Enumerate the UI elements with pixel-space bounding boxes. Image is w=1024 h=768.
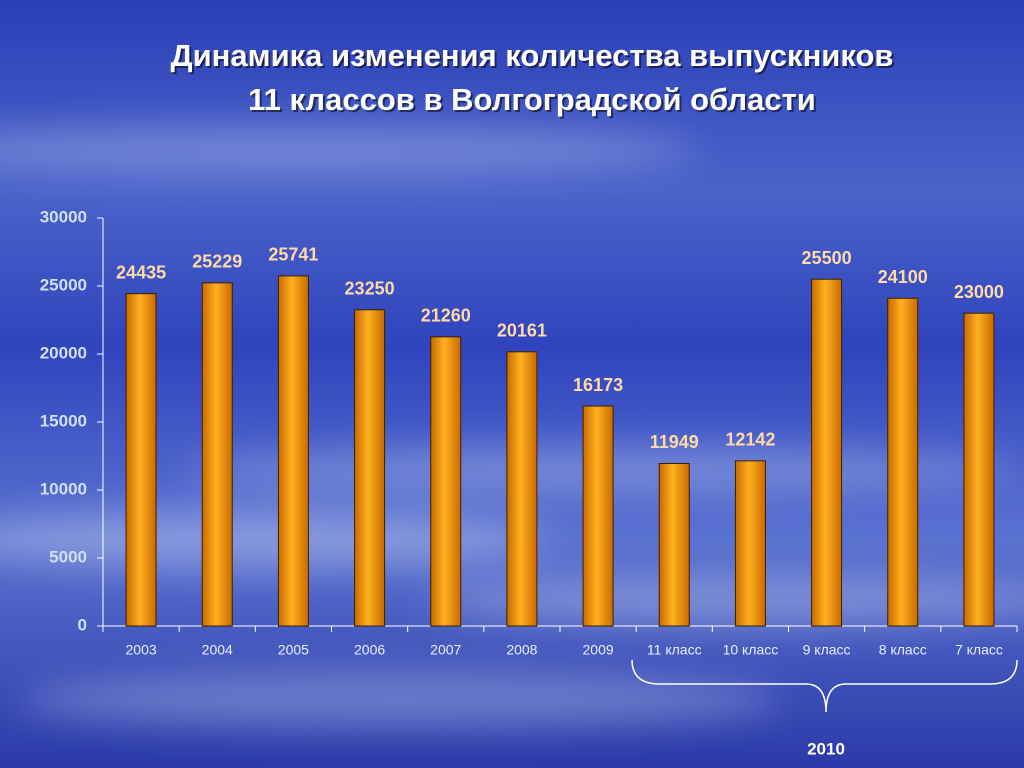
data-label: 23000 <box>954 282 1004 302</box>
x-tick-label: 8 класс <box>879 642 927 658</box>
data-label: 25500 <box>802 248 852 268</box>
data-label: 12142 <box>725 430 775 450</box>
bar <box>125 293 157 627</box>
data-label: 20161 <box>497 321 547 341</box>
y-tick-label: 10000 <box>40 479 87 498</box>
bar <box>734 460 766 627</box>
data-label: 25741 <box>268 245 318 265</box>
x-tick-label: 2009 <box>583 642 614 658</box>
bar <box>277 275 309 627</box>
bar <box>658 462 690 627</box>
bar <box>201 282 233 627</box>
data-label: 23250 <box>345 279 395 299</box>
data-label: 24100 <box>878 267 928 287</box>
annotation: 2010 <box>807 739 845 758</box>
x-tick-label: 10 класс <box>723 642 779 658</box>
data-label: 16173 <box>573 375 623 395</box>
x-tick-label: 2005 <box>278 642 309 658</box>
chart-title: Динамика изменения количества выпускнико… <box>171 38 894 73</box>
x-tick-label: 2008 <box>506 642 537 658</box>
bar <box>811 278 843 627</box>
x-tick-label: 2004 <box>202 642 233 658</box>
x-tick-label: 9 класс <box>803 642 851 658</box>
x-tick-label: 2007 <box>430 642 461 658</box>
chart-title: 11 классов в Волгоградской области <box>248 82 816 117</box>
y-tick-label: 5000 <box>49 547 87 566</box>
y-tick-label: 30000 <box>40 207 87 226</box>
x-tick-label: 2003 <box>126 642 157 658</box>
data-label: 11949 <box>650 432 699 452</box>
y-tick-label: 15000 <box>40 411 87 430</box>
bar <box>887 297 919 627</box>
x-tick-label: 7 класс <box>955 642 1003 658</box>
x-tick-label: 11 класс <box>647 642 702 658</box>
x-tick-label: 2006 <box>354 642 385 658</box>
bar <box>506 351 538 627</box>
y-tick-label: 0 <box>78 615 87 634</box>
data-label: 25229 <box>192 252 242 272</box>
clouds <box>0 125 1024 728</box>
brace <box>631 659 1018 713</box>
bar <box>963 312 995 627</box>
y-tick-label: 25000 <box>40 275 87 294</box>
y-tick-label: 20000 <box>40 343 87 362</box>
data-label: 21260 <box>421 306 471 326</box>
bar <box>354 309 386 627</box>
title-shadow: 11 классов в Волгоградской области <box>250 84 818 119</box>
data-label: 24435 <box>116 262 166 282</box>
bar <box>582 405 614 627</box>
title-shadow: Динамика изменения количества выпускнико… <box>173 40 896 75</box>
bar <box>430 336 462 627</box>
